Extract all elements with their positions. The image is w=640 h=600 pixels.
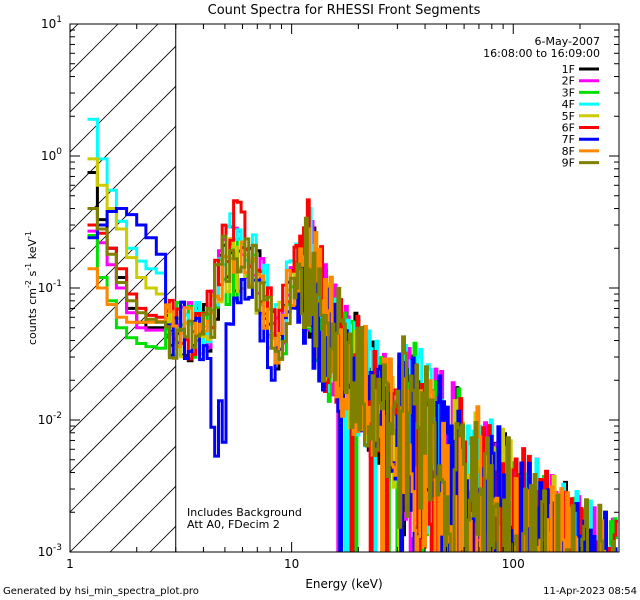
x-tick-label: 10 (284, 557, 299, 571)
hatch-line (70, 445, 176, 552)
x-tick-label: 100 (502, 557, 525, 571)
y-axis-label: counts cm-2 s-1 keV-1 (24, 231, 39, 345)
y-tick-base: 10 (38, 545, 53, 559)
y-label-part: keV (26, 239, 39, 263)
legend-label-5f: 5F (562, 110, 575, 123)
x-tick-label: 1 (66, 557, 74, 571)
hatch-line (70, 285, 176, 393)
hatch-line (70, 405, 176, 513)
legend-time-range: 16:08:00 to 16:09:00 (483, 47, 600, 60)
y-tick-exponent: 0 (56, 147, 62, 157)
legend-label-7f: 7F (562, 133, 575, 146)
series-9f-line (87, 207, 616, 552)
y-label-part: counts cm (26, 288, 39, 345)
y-tick-label: 100 (41, 147, 62, 163)
y-tick-base: 10 (38, 281, 53, 295)
legend-label-6f: 6F (562, 122, 575, 135)
legend-label-9f: 9F (562, 157, 575, 170)
y-tick-exponent: -3 (53, 543, 62, 553)
hatch-lines (70, 24, 640, 552)
annotation-attenuator: Att A0, FDecim 2 (187, 518, 280, 531)
series-8f-line (87, 227, 607, 552)
y-tick-label: 10-1 (38, 279, 62, 295)
y-tick-exponent: -2 (53, 411, 62, 421)
y-label-exp: -1 (24, 263, 33, 271)
y-tick-base: 10 (41, 17, 56, 31)
y-label-part: s (26, 270, 39, 279)
legend-label-8f: 8F (562, 145, 575, 158)
footer-timestamp: 11-Apr-2023 08:54 (543, 586, 637, 597)
y-tick-exponent: -1 (53, 279, 62, 289)
legend-label-3f: 3F (562, 86, 575, 99)
series-clip-group (87, 117, 618, 552)
footer-generated-by: Generated by hsi_min_spectra_plot.pro (3, 586, 199, 597)
background-hatched-region (70, 24, 640, 552)
hatch-line (70, 205, 176, 313)
y-tick-label: 10-2 (38, 411, 62, 427)
y-tick-label: 101 (41, 15, 62, 31)
hatch-line (630, 24, 640, 552)
y-tick-base: 10 (38, 413, 53, 427)
x-axis-label: Energy (keV) (305, 577, 382, 591)
hatch-line (70, 85, 176, 193)
y-label-exp: -1 (24, 231, 33, 239)
hatch-line (70, 245, 176, 353)
legend-date: 6-May-2007 (535, 35, 600, 48)
legend: 6-May-2007 16:08:00 to 16:09:00 1F2F3F4F… (483, 35, 600, 170)
legend-label-2f: 2F (562, 75, 575, 88)
legend-label-1f: 1F (562, 63, 575, 76)
legend-label-4f: 4F (562, 98, 575, 111)
series-lines (87, 117, 618, 552)
chart-title: Count Spectra for RHESSI Front Segments (208, 3, 481, 18)
y-tick-label: 10-3 (38, 543, 62, 559)
hatch-line (70, 45, 176, 153)
y-tick-base: 10 (41, 149, 56, 163)
hatch-line (70, 365, 176, 473)
y-tick-exponent: 1 (56, 15, 62, 25)
y-label-exp: -2 (24, 280, 33, 288)
annotation-background: Includes Background (187, 506, 302, 519)
